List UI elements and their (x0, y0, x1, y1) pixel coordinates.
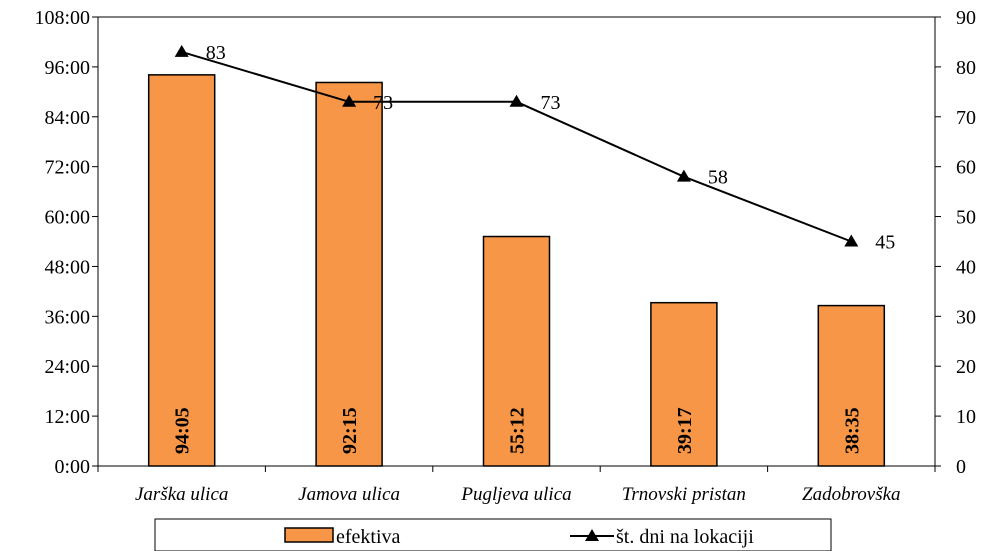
right-tick-label: 0 (956, 456, 966, 478)
bar (817, 304, 886, 467)
left-tick-label: 60:00 (44, 207, 90, 229)
bar (650, 301, 718, 467)
legend-swatch-bar (284, 527, 334, 543)
right-tick-label: 70 (956, 107, 976, 129)
x-axis: Jarška ulica Jamova ulica Pugljeva ulica Tr… (97, 466, 936, 505)
line-series-dni: 83 73 73 58 45 (174, 42, 895, 254)
bar-value-label: 39:17 (674, 407, 696, 454)
category-label: Jarška ulica (135, 484, 228, 505)
left-tick-label: 0:00 (54, 456, 90, 478)
left-tick-label: 108:00 (34, 7, 90, 29)
point-value-label: 58 (708, 167, 728, 189)
left-tick-label: 72:00 (44, 157, 90, 179)
category-label: Zadobrovška (802, 484, 901, 505)
legend-label-dni: št. dni na lokaciji (616, 526, 754, 548)
triangle-marker (844, 234, 859, 247)
right-tick-label: 50 (956, 207, 976, 229)
right-tick-label: 20 (956, 356, 976, 378)
bar-value-label: 94:05 (172, 407, 194, 454)
bar-value-label: 38:35 (841, 407, 863, 454)
category-label: Trnovski pristan (622, 484, 746, 505)
left-tick-label: 36:00 (44, 306, 90, 328)
category-label: Jamova ulica (298, 484, 400, 505)
point-value-label: 83 (206, 42, 226, 64)
left-tick-label: 12:00 (44, 406, 90, 428)
bar-value-label: 55:12 (507, 407, 529, 454)
legend: efektiva št. dni na lokaciji (154, 518, 832, 551)
triangle-marker (342, 94, 357, 107)
category-label: Pugljeva ulica (460, 484, 571, 505)
right-tick-label: 40 (956, 256, 976, 278)
left-axis: 0:00 12:00 24:00 36:00 48:00 60:00 72:00 84:00 9… (34, 7, 98, 478)
bar (147, 74, 216, 467)
bar-value-label: 92:15 (339, 407, 361, 454)
right-tick-label: 60 (956, 157, 976, 179)
triangle-marker (509, 94, 524, 107)
triangle-marker (676, 169, 691, 182)
right-tick-label: 30 (956, 306, 976, 328)
bar-series-efektiva: 94:05 92:15 55:12 39:17 38:35 (147, 74, 886, 467)
right-tick-label: 90 (956, 7, 976, 29)
legend-box (154, 518, 832, 551)
left-tick-label: 48:00 (44, 256, 90, 278)
left-tick-label: 96:00 (44, 57, 90, 79)
legend-label-efektiva: efektiva (336, 526, 401, 548)
point-value-label: 73 (541, 92, 561, 114)
bar (315, 81, 383, 467)
point-value-label: 73 (373, 92, 393, 114)
right-axis: 0 10 20 30 40 50 60 70 80 90 (935, 7, 976, 478)
right-tick-label: 10 (956, 406, 976, 428)
right-tick-label: 80 (956, 57, 976, 79)
point-value-label: 45 (875, 232, 895, 254)
bar (482, 235, 551, 467)
left-tick-label: 84:00 (44, 107, 90, 129)
triangle-marker (174, 44, 189, 57)
left-tick-label: 24:00 (44, 356, 90, 378)
legend-triangle-marker (585, 529, 599, 541)
